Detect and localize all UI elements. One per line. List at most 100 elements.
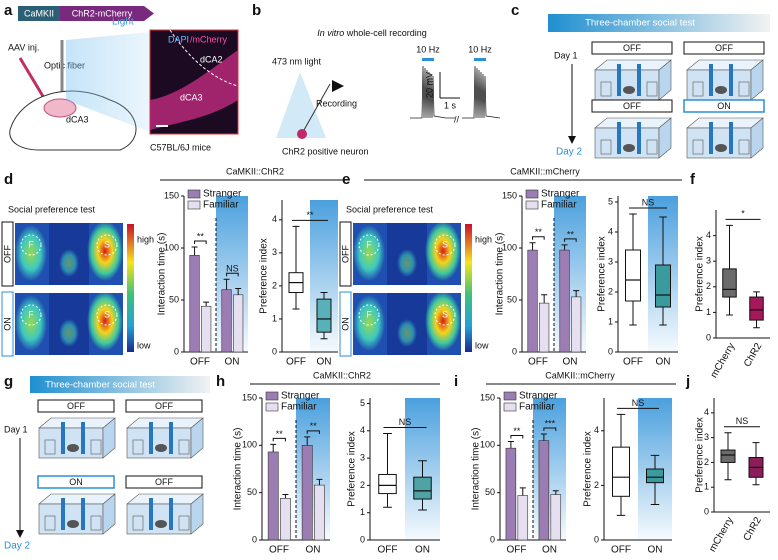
y-tick-label: 1 — [704, 482, 709, 492]
y-tick-label: 1 — [706, 307, 711, 317]
bar — [538, 440, 550, 541]
x-tick-label: OFF — [269, 545, 289, 556]
y-tick-label: 1 — [608, 316, 613, 326]
group-title: CaMKII::mCherry — [510, 166, 580, 176]
legend-swatch — [265, 402, 279, 412]
x-tick-label: OFF — [528, 357, 548, 368]
legend-label: Stranger — [541, 189, 580, 200]
significance-label: ** — [567, 229, 575, 239]
error-bar — [191, 246, 198, 256]
significance-label: NS — [736, 416, 749, 426]
region-label: dCA2 — [200, 54, 223, 64]
x-tick-label: ON — [306, 545, 321, 556]
y-tick-label: 2 — [704, 457, 709, 467]
panel-label: i — [454, 373, 458, 390]
row-label: OFF — [2, 245, 12, 263]
colorbar-label: high — [137, 234, 154, 244]
error-bar — [540, 433, 547, 441]
legend-swatch — [187, 200, 201, 210]
y-tick-label: 2 — [608, 286, 613, 296]
significance-label: ** — [306, 210, 314, 220]
heatmap — [353, 293, 461, 355]
y-tick-label: 3 — [272, 247, 277, 257]
bar — [527, 249, 538, 353]
recording-label: Recording — [316, 98, 357, 108]
zone-mark: F — [366, 239, 372, 249]
x-tick-label: ON — [542, 545, 557, 556]
day-label: Day 1 — [4, 424, 28, 434]
group-title: CaMKII::ChR2 — [226, 166, 284, 176]
y-axis-label: Preference index — [259, 238, 270, 314]
arrow-head — [568, 136, 576, 144]
day-label: Day 1 — [554, 50, 578, 60]
light-label: 473 nm light — [272, 56, 322, 66]
error-bar — [235, 288, 242, 295]
legend-label: Stranger — [203, 189, 242, 200]
neuron — [297, 129, 307, 139]
light-cone — [276, 72, 326, 138]
significance-bracket — [564, 238, 577, 242]
box — [316, 298, 332, 333]
significance-label: *** — [545, 418, 556, 428]
zone-mark: F — [28, 309, 34, 319]
y-tick-label: 1 — [272, 313, 277, 323]
error-bar — [304, 436, 311, 446]
legend-swatch — [525, 189, 539, 199]
stim-bar — [474, 58, 486, 61]
y-tick-label: 0 — [594, 534, 599, 544]
test-label: Social preference test — [346, 204, 434, 214]
colorbar-label: high — [475, 234, 492, 244]
cage — [686, 117, 764, 159]
row-label: ON — [2, 317, 12, 331]
significance-label: ** — [197, 231, 205, 241]
fiber-label: Optic fiber — [44, 60, 85, 70]
group-title: CaMKII::ChR2 — [313, 370, 371, 380]
colorbar — [465, 224, 472, 352]
y-tick-label: 50 — [507, 294, 517, 304]
box — [625, 249, 641, 302]
stim-label: 10 Hz — [468, 44, 492, 54]
x-tick-label: ON — [225, 357, 240, 368]
condition-box — [683, 99, 765, 113]
panel-title: In vitro whole-cell recording — [317, 28, 427, 38]
zone-mark: S — [442, 309, 448, 319]
day-label: Day 2 — [4, 541, 31, 552]
y-tick-label: 0 — [272, 346, 277, 356]
stain-1: DAPI — [168, 34, 189, 44]
significance-label: NS — [399, 417, 412, 427]
construct-arrow — [60, 6, 154, 21]
condition-box — [591, 41, 673, 55]
condition-label: OFF — [623, 101, 641, 111]
condition-box — [125, 399, 203, 413]
y-tick-label: 4 — [608, 226, 613, 236]
x-tick-label: ON — [648, 545, 663, 556]
error-bar — [561, 244, 568, 251]
significance-label: NS — [642, 197, 655, 207]
error-bar — [282, 494, 289, 499]
legend-label: Familiar — [203, 200, 239, 211]
y-axis-label: Preference index — [597, 236, 608, 312]
row-label-box — [339, 221, 352, 287]
test-label: Social preference test — [8, 204, 96, 214]
y-tick-label: 4 — [706, 230, 711, 240]
y-tick-label: 100 — [242, 440, 257, 450]
y-tick-label: 0 — [706, 332, 711, 342]
panel-label: h — [216, 373, 225, 390]
error-bar — [529, 242, 536, 251]
error-bar — [270, 443, 277, 452]
legend-swatch — [503, 391, 517, 401]
promoter-box — [18, 6, 60, 21]
y-tick-label: 100 — [480, 440, 495, 450]
box — [720, 449, 736, 463]
cage — [126, 417, 204, 459]
error-bar — [541, 294, 548, 304]
y-tick-label: 100 — [164, 242, 179, 252]
x-tick-label: mCherry — [707, 515, 736, 554]
bar — [233, 294, 244, 353]
x-tick-label: ChR2 — [742, 341, 765, 369]
y-tick-label: 5 — [360, 398, 365, 408]
zone-mark: F — [366, 309, 372, 319]
bar — [539, 302, 550, 353]
y-tick-label: 4 — [360, 425, 365, 435]
